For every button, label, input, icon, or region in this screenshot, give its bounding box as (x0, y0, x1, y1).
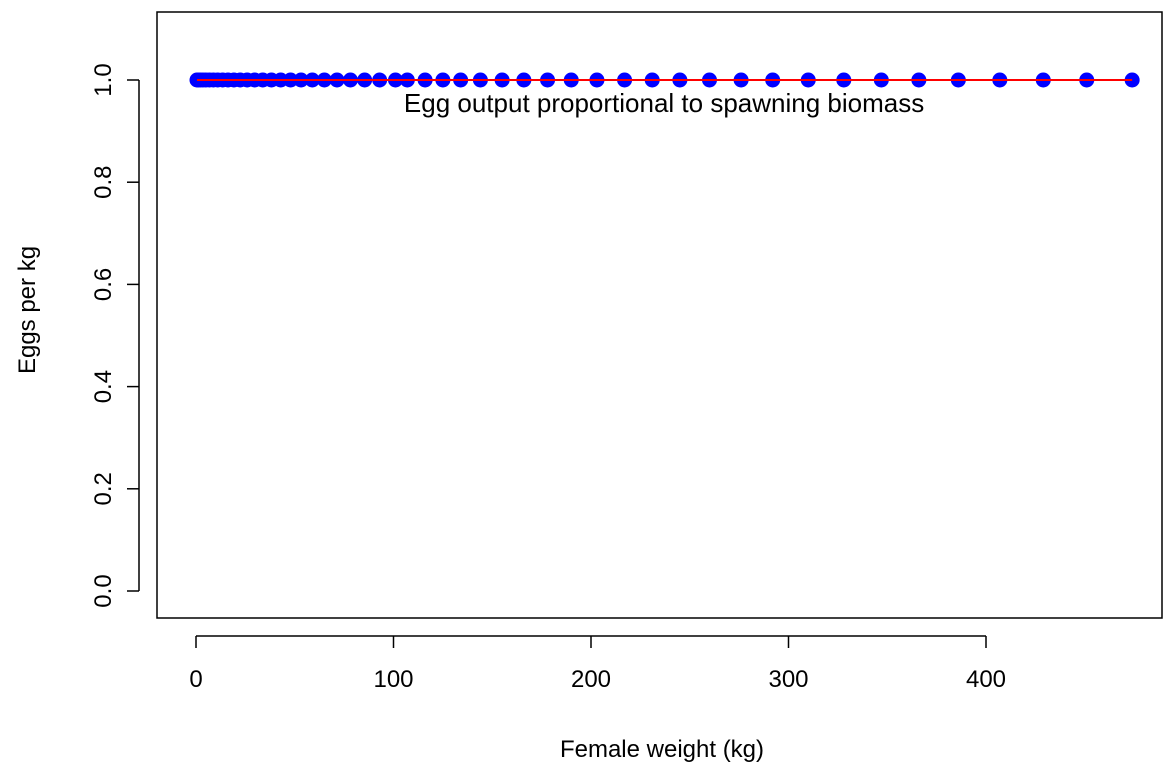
x-tick-label: 100 (373, 666, 413, 693)
x-tick-label: 300 (768, 666, 808, 693)
x-axis: 0 100 200 300 400 (189, 635, 1006, 693)
series-layer (189, 72, 1140, 88)
plot-frame (156, 11, 1163, 619)
y-tick-label: 0.4 (90, 370, 117, 403)
y-tick-label: 0.8 (90, 166, 117, 199)
x-tick-label: 200 (571, 666, 611, 693)
x-tick-label: 400 (966, 666, 1006, 693)
annotation: Egg output proportional to spawning biom… (404, 88, 924, 118)
y-tick-label: 1.0 (90, 63, 117, 96)
y-tick-label: 0.6 (90, 268, 117, 301)
x-axis-title: Female weight (kg) (560, 736, 764, 763)
y-axis-title: Eggs per kg (14, 246, 41, 374)
x-tick-label: 0 (189, 666, 202, 693)
y-tick-label: 0.2 (90, 472, 117, 505)
y-tick-label: 0.0 (90, 574, 117, 607)
y-axis: 0.0 0.2 0.4 0.6 0.8 1.0 (90, 63, 140, 608)
